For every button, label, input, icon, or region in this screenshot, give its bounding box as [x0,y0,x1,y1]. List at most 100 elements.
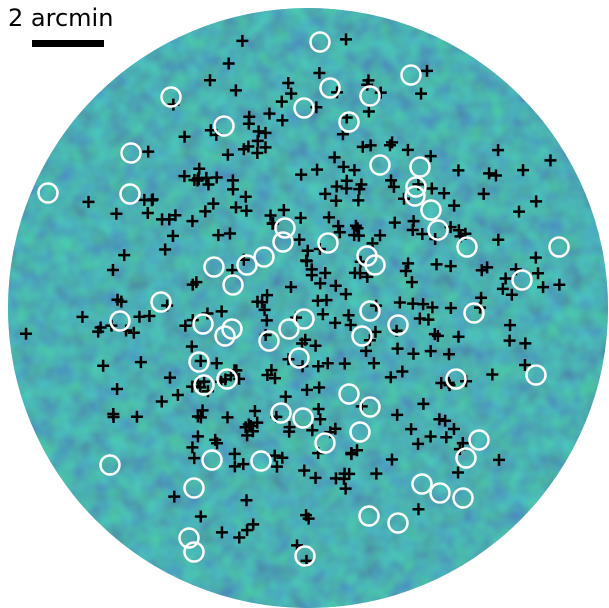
cross [439,414,452,427]
cross [309,339,322,352]
ring [270,402,292,424]
cross [391,408,404,421]
cross [76,310,89,323]
cross [215,526,228,539]
cross [233,531,246,544]
cross [442,348,455,361]
cross [300,254,313,267]
cross [489,169,502,182]
cross [285,87,298,100]
cross [178,170,191,183]
cross [194,510,207,523]
cross [530,195,543,208]
cross [503,334,516,347]
cross [237,458,250,471]
cross [194,354,207,367]
cross [319,266,332,279]
cross [505,288,518,301]
ring [288,347,310,369]
cross [321,357,334,370]
cross [532,267,545,280]
cross [110,207,123,220]
ring [272,231,294,253]
cross [202,178,215,191]
cross [504,319,517,332]
cross [191,430,204,443]
ring [387,314,409,336]
cross [352,229,365,242]
ring [222,274,244,296]
cross [339,482,352,495]
cross [198,375,211,388]
cross [483,167,496,180]
cross [300,383,313,396]
cross [142,145,155,158]
cross [178,130,191,143]
ring [349,421,371,443]
ring [427,219,449,241]
cross [275,95,288,108]
cross [306,424,319,437]
cross [452,466,465,479]
cross [424,345,437,358]
cross [430,258,443,271]
cross [190,276,203,289]
cross [424,430,437,443]
cross [537,281,550,294]
ring [548,236,570,258]
cross [171,389,184,402]
cross [362,74,375,87]
cross [330,180,343,193]
cross [431,329,444,342]
cross [519,337,532,350]
cross [333,226,346,239]
cross [259,126,272,139]
ring [294,545,316,567]
cross [169,209,182,222]
cross [186,215,199,228]
cross [268,372,281,385]
cross [212,229,225,242]
cross [268,449,281,462]
cross [348,266,361,279]
cross [229,201,242,214]
ring [150,291,172,313]
cross [221,411,234,424]
cross [412,503,425,516]
ring [405,176,427,198]
cross [228,460,241,473]
cross [186,441,199,454]
cross [529,251,542,264]
cross [118,249,131,262]
ring [463,302,485,324]
ring [455,447,477,469]
cross [284,280,297,293]
cross [188,452,201,465]
ring [188,351,210,373]
cross [360,344,373,357]
cross [486,368,499,381]
cross [456,437,469,450]
cross [353,183,366,196]
cross [396,365,409,378]
ring [456,236,478,258]
cross [319,187,332,200]
cross [374,86,387,99]
ring [201,449,223,471]
ring [120,142,142,164]
ring [317,232,339,254]
cross [300,509,313,522]
ring [274,217,296,239]
cross [314,413,327,426]
cross [406,297,419,310]
ring [525,364,547,386]
cross [425,182,438,195]
cross [251,416,264,429]
cross [141,207,154,220]
ring [214,325,236,347]
ring [119,183,141,205]
cross [517,164,530,177]
cross [452,224,465,237]
